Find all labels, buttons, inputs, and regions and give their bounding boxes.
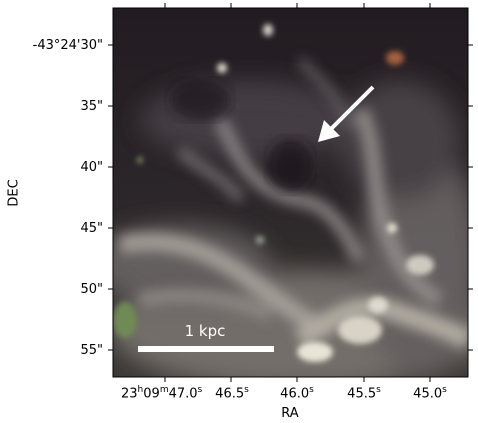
scale-bar — [138, 346, 274, 352]
white-arrow-icon — [318, 85, 375, 142]
x-axis-label: RA — [281, 406, 299, 421]
x-tick-label: 46.0s — [280, 385, 314, 402]
y-axis-label: DEC — [6, 179, 22, 207]
y-tick-label: 45" — [80, 221, 103, 236]
y-ticks — [108, 44, 473, 351]
y-tick-label: 50" — [80, 282, 103, 297]
axes-frame — [112, 7, 469, 378]
y-tick-label: 35" — [80, 99, 103, 114]
y-tick-label: 40" — [80, 160, 103, 175]
x-tick-label: 45.5s — [347, 385, 381, 402]
x-ticks — [164, 3, 431, 382]
scale-bar-label: 1 kpc — [184, 322, 226, 340]
y-tick-label: 55" — [80, 343, 103, 358]
x-tick-label: 46.5s — [215, 385, 249, 402]
x-tick-label-first: 23h09m47.0s — [121, 385, 203, 402]
y-tick-label: -43°24'30" — [32, 38, 103, 53]
x-tick-label: 45.0s — [413, 385, 447, 402]
galaxy-image — [113, 8, 468, 377]
